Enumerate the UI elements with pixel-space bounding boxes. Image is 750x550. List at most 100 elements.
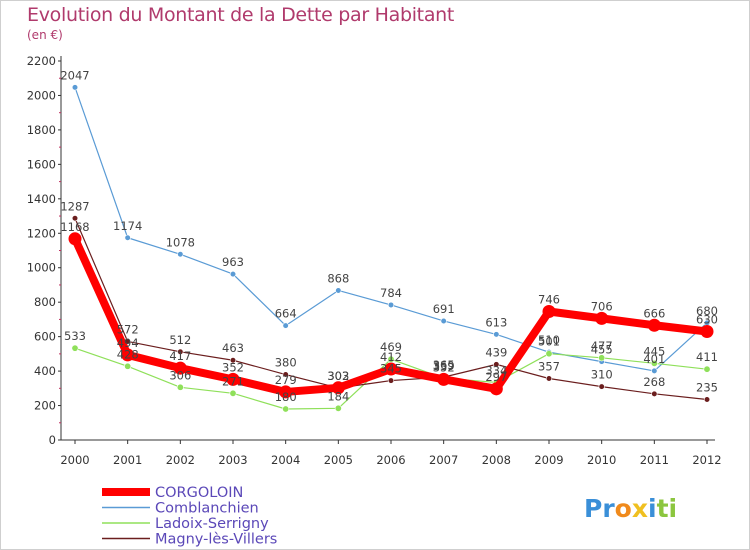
- data-point: [384, 362, 398, 376]
- data-point: [124, 234, 131, 241]
- data-label: 630: [696, 312, 718, 326]
- data-label: 310: [591, 368, 613, 382]
- data-point: [282, 405, 290, 413]
- data-label: 963: [222, 255, 244, 269]
- data-point: [647, 318, 661, 332]
- data-point: [71, 84, 79, 91]
- data-label: 2047: [60, 68, 89, 82]
- data-point: [387, 301, 395, 309]
- x-tick-label: 2008: [482, 453, 511, 467]
- data-point: [71, 344, 79, 352]
- data-point: [334, 404, 342, 412]
- y-tick-label: 800: [34, 295, 56, 309]
- data-label: 271: [222, 374, 244, 388]
- data-label: 297: [485, 370, 507, 384]
- y-tick-label: 0: [49, 433, 56, 447]
- data-point: [282, 371, 289, 378]
- data-point: [121, 348, 135, 362]
- data-point: [229, 271, 237, 278]
- y-tick-label: 1000: [27, 261, 56, 275]
- data-label: 445: [643, 344, 665, 358]
- legend-label: Magny-lès-Villers: [155, 532, 277, 548]
- data-label: 279: [275, 373, 297, 387]
- data-label: 334: [485, 363, 507, 377]
- data-point: [226, 372, 240, 386]
- x-tick-label: 2012: [692, 453, 721, 467]
- data-label: 380: [275, 356, 297, 370]
- data-label: 1287: [60, 199, 89, 213]
- logo-text: Proxiti: [584, 494, 677, 523]
- data-label: 401: [643, 352, 665, 366]
- data-point: [489, 382, 503, 396]
- data-point: [282, 322, 289, 329]
- data-point: [229, 357, 237, 364]
- axes: 0 200 400 600 800 1000 1200 1400 1600 1800 2000 220…: [27, 54, 722, 467]
- data-point: [542, 304, 556, 318]
- data-label: 184: [327, 389, 349, 403]
- data-point: [68, 232, 82, 246]
- chart-title: Evolution du Montant de la Dette par Hab…: [27, 4, 455, 26]
- data-point: [703, 396, 711, 403]
- y-tick-label: 400: [34, 364, 56, 378]
- data-label: 359: [433, 359, 455, 373]
- y-tick-label: 1800: [27, 123, 56, 137]
- data-label: 352: [433, 360, 455, 374]
- data-point: [229, 389, 237, 397]
- y-tick-label: 1400: [27, 192, 56, 206]
- legend-label: Comblanchien: [155, 501, 259, 517]
- x-tick-label: 2005: [324, 453, 353, 467]
- data-point: [177, 251, 184, 258]
- data-label: 268: [643, 375, 665, 389]
- data-label: 784: [380, 286, 402, 300]
- data-label: 1174: [113, 219, 142, 233]
- data-label: 302: [327, 369, 349, 383]
- data-label: 417: [169, 349, 191, 363]
- data-label: 613: [485, 315, 507, 329]
- data-point: [437, 372, 451, 386]
- data-label: 180: [275, 390, 297, 404]
- x-tick-label: 2009: [534, 453, 563, 467]
- data-label: 680: [696, 304, 718, 318]
- data-point: [440, 317, 447, 325]
- data-point: [71, 215, 79, 222]
- data-label: 494: [117, 336, 139, 350]
- data-point: [331, 381, 345, 395]
- x-tick-label: 2000: [60, 453, 89, 467]
- y-tick-label: 200: [34, 399, 56, 413]
- data-point: [177, 348, 184, 355]
- data-label: 412: [380, 350, 402, 364]
- data-label: 428: [117, 347, 139, 361]
- data-point: [176, 383, 184, 391]
- data-label: 706: [591, 299, 613, 313]
- data-point: [387, 377, 395, 384]
- data-label: 345: [380, 362, 402, 376]
- data-label: 303: [327, 369, 349, 383]
- data-label: 666: [643, 306, 665, 320]
- data-label: 352: [222, 360, 244, 374]
- data-label: 235: [696, 381, 718, 395]
- data-point: [387, 355, 395, 363]
- data-point: [598, 383, 605, 390]
- data-point: [493, 361, 500, 368]
- x-tick-label: 2001: [113, 453, 142, 467]
- x-tick-label: 2002: [166, 453, 195, 467]
- data-point: [545, 375, 553, 382]
- proxiti-logo: Proxiti: [584, 494, 677, 523]
- data-label: 746: [538, 292, 560, 306]
- data-label: 469: [380, 340, 402, 354]
- data-point: [124, 362, 132, 370]
- y-tick-label: 2000: [27, 88, 56, 102]
- legend-label: Ladoix-Serrigny: [155, 516, 269, 532]
- data-label: 365: [433, 358, 455, 372]
- data-label: 533: [64, 329, 86, 343]
- x-tick-label: 2004: [271, 453, 300, 467]
- data-label: 691: [433, 302, 455, 316]
- data-point: [493, 331, 500, 338]
- data-point: [335, 287, 342, 294]
- chart-unit: (en €): [27, 28, 63, 42]
- series-layer: [68, 84, 714, 413]
- data-label: 512: [169, 333, 191, 347]
